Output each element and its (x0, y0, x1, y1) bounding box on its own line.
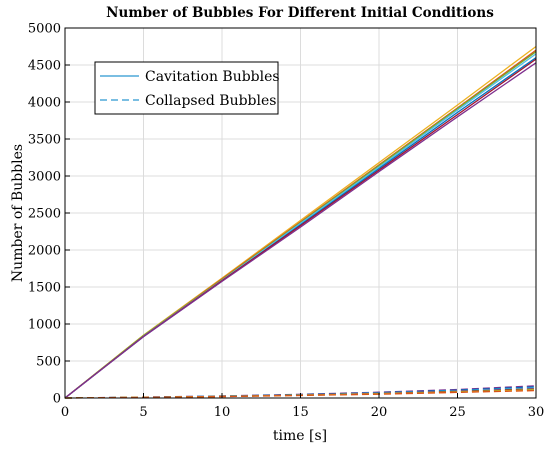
x-axis-label: time [s] (273, 428, 327, 444)
y-tick-label: 5000 (28, 22, 61, 37)
y-tick-label: 2000 (28, 244, 61, 259)
legend-box (94, 61, 279, 115)
x-tick-label: 10 (214, 405, 231, 420)
y-tick-label: 500 (36, 355, 61, 370)
legend-label-collapsed: Collapsed Bubbles (145, 93, 276, 109)
y-tick-label: 4000 (28, 96, 61, 111)
y-tick-label: 3000 (28, 170, 61, 185)
x-tick-label: 20 (371, 405, 388, 420)
y-axis-label: Number of Bubbles (10, 144, 26, 282)
x-tick-label: 30 (528, 405, 545, 420)
chart-title: Number of Bubbles For Different Initial … (106, 5, 494, 21)
y-tick-label: 1000 (28, 318, 61, 333)
y-tick-label: 0 (53, 392, 61, 407)
x-tick-label: 0 (61, 405, 69, 420)
legend-label-cavitation: Cavitation Bubbles (145, 69, 280, 85)
legend: Cavitation Bubbles Collapsed Bubbles (94, 61, 280, 115)
y-tick-label: 3500 (28, 133, 61, 148)
y-tick-label: 1500 (28, 281, 61, 296)
cavitation-series-line-6 (64, 62, 537, 399)
y-tick-label: 2500 (28, 207, 61, 222)
y-tick-label: 4500 (28, 59, 61, 74)
x-tick-label: 5 (139, 405, 147, 420)
x-tick-label: 25 (449, 405, 466, 420)
x-tick-label: 15 (292, 405, 309, 420)
axis-ticks: 0 5 10 15 20 25 30 0 500 1000 1500 2000 2500 3000 3500… (28, 22, 544, 421)
